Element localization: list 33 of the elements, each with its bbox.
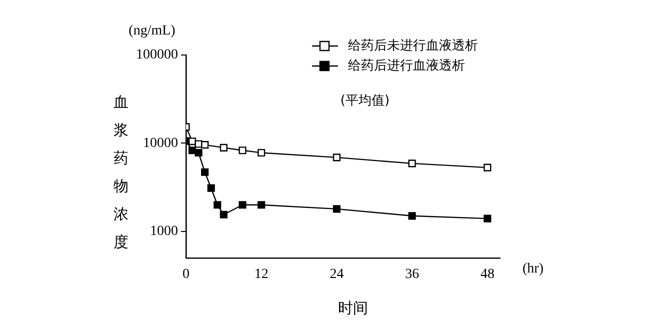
x-tick-label: 48 [480, 267, 494, 282]
point [408, 212, 416, 220]
y-tick-label: 1000 [150, 224, 178, 240]
point [484, 164, 492, 172]
x-axis-title: 时间 [338, 298, 368, 317]
point [258, 201, 266, 209]
point [194, 148, 202, 157]
point [484, 214, 492, 222]
x-tick-label: 36 [405, 267, 420, 282]
point [332, 154, 340, 162]
point [408, 160, 416, 168]
y-axis-title: 血浆药物浓度 [114, 92, 128, 251]
point [201, 141, 209, 149]
y-tick-label: 10000 [143, 136, 178, 151]
x-tick-label: 12 [254, 267, 268, 282]
point [188, 138, 196, 146]
x-tick-label: 24 [330, 267, 344, 282]
point [214, 201, 222, 209]
point [201, 168, 209, 176]
x-tick-label: 0 [182, 267, 190, 282]
text: (ng/mL) [128, 24, 176, 39]
legend-label: 给药后进行血液透析 [348, 58, 465, 74]
annotation: (平均值) [340, 93, 390, 108]
point [238, 146, 246, 154]
point [220, 144, 228, 152]
text: (hr) [522, 262, 544, 277]
point [207, 184, 215, 192]
y-tick-label: 100000 [136, 48, 178, 63]
point [220, 210, 228, 218]
point [238, 201, 246, 209]
point [258, 148, 266, 157]
legend-label: 给药后未进行血液透析 [348, 38, 478, 54]
point [332, 205, 340, 213]
